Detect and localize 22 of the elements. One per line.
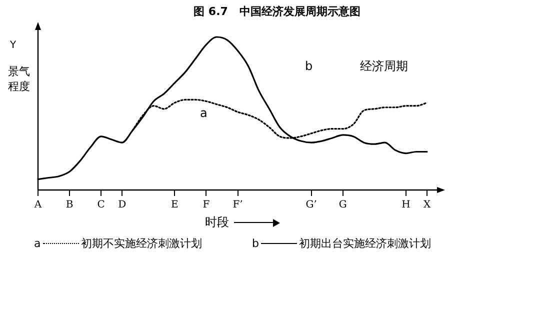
- x-tick-label: G: [338, 200, 347, 211]
- y-axis-title: 景气程度: [8, 64, 31, 94]
- legend-label: 初期不实施经济刺激计划: [80, 236, 202, 251]
- annotation: 经济周期: [360, 58, 408, 75]
- x-tick-label: C: [97, 200, 106, 211]
- x-tick-label: D: [118, 200, 126, 211]
- legend-label: 初期出台实施经济刺激计划: [298, 236, 431, 251]
- x-tick-label: G’: [306, 200, 317, 211]
- annotation: b: [305, 59, 313, 73]
- text: a: [34, 237, 41, 250]
- x-tick-label: F: [202, 200, 210, 211]
- x-axis-title: 时段: [205, 214, 229, 231]
- annotation: a: [200, 106, 208, 120]
- x-tick-label: X: [423, 200, 432, 211]
- text: b: [252, 237, 259, 250]
- text: Y: [10, 40, 16, 51]
- x-tick-label: B: [66, 200, 74, 211]
- x-tick-label: F’: [232, 200, 243, 211]
- chart-title: 图 6.7 中国经济发展周期示意图: [192, 4, 362, 19]
- x-tick-label: H: [402, 200, 411, 211]
- x-tick-label: E: [171, 200, 178, 211]
- x-tick-label: A: [33, 200, 42, 211]
